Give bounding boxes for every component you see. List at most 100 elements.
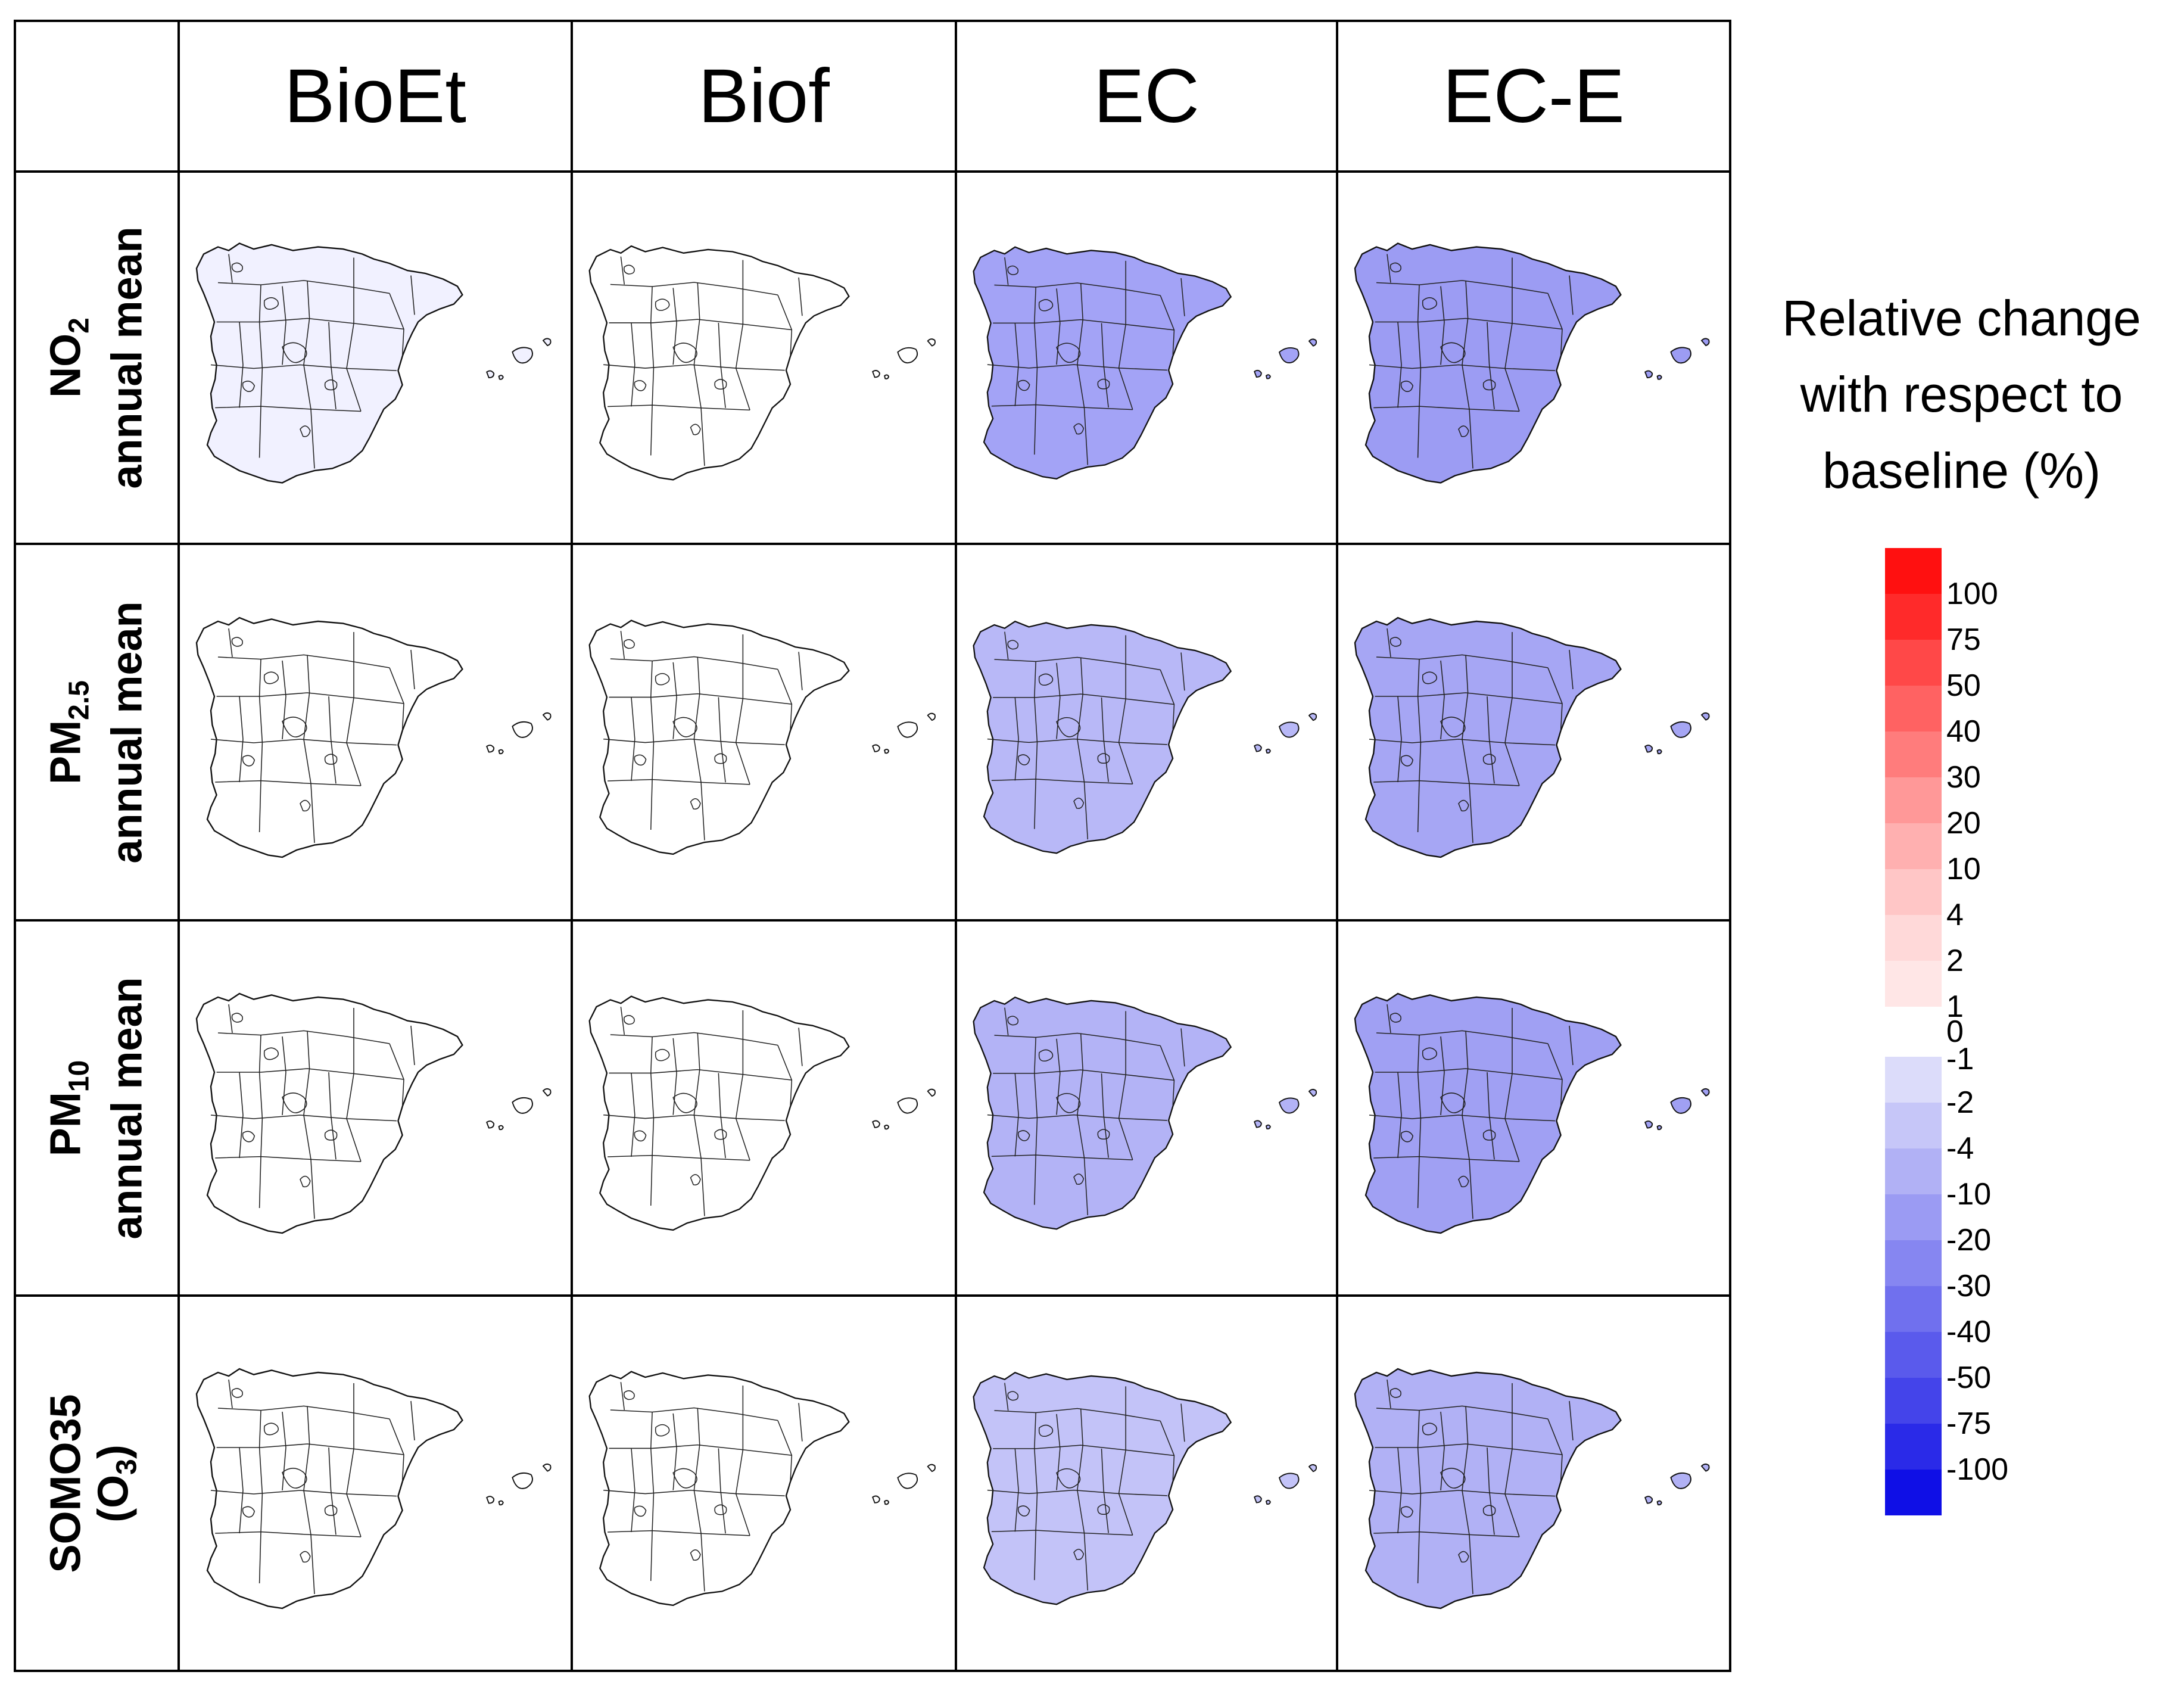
island-outline	[1670, 1472, 1691, 1489]
island-outline	[1308, 712, 1317, 721]
province-border	[258, 659, 263, 833]
province-border	[231, 262, 243, 273]
island-outline	[512, 721, 533, 738]
island-outline	[872, 1495, 880, 1503]
province-border	[1034, 1412, 1038, 1580]
province-border	[994, 1032, 1161, 1047]
province-border	[994, 656, 1161, 671]
province-border	[603, 738, 785, 745]
province-border	[324, 1129, 338, 1141]
island-outline	[872, 1120, 880, 1128]
province-border	[228, 1379, 233, 1409]
legend-tick-negative-6: -40	[1946, 1315, 1992, 1349]
province-border	[228, 254, 233, 283]
province-border	[303, 1406, 315, 1595]
legend-tick-positive-7: 4	[1946, 898, 1964, 932]
map-somo35-bioet	[189, 1319, 561, 1647]
province-border	[1440, 717, 1466, 737]
province-border	[735, 1386, 750, 1536]
province-border	[1097, 1504, 1110, 1515]
province-border	[1375, 692, 1563, 704]
province-border	[987, 1114, 1167, 1121]
province-border	[610, 1032, 778, 1046]
island-outline	[1278, 1097, 1300, 1114]
province-border	[210, 1115, 397, 1122]
province-border	[1017, 754, 1030, 765]
province-border	[1038, 299, 1054, 312]
province-border	[1417, 1035, 1422, 1209]
province-border	[1400, 1506, 1414, 1518]
island-outline	[542, 338, 552, 347]
province-border	[263, 1047, 279, 1060]
legend-tick-negative-2: -4	[1946, 1131, 1974, 1166]
column-header-bioet: BioEt	[284, 54, 466, 139]
province-border	[1038, 1049, 1054, 1062]
mainland-outline	[195, 1368, 463, 1610]
province-border	[672, 343, 697, 363]
province-border	[1007, 640, 1019, 650]
province-border	[258, 1410, 263, 1584]
province-border	[1376, 1030, 1549, 1044]
province-border	[215, 780, 362, 786]
province-border	[217, 280, 390, 294]
legend-swatch-positive-2	[1885, 640, 1942, 686]
province-border	[263, 297, 279, 310]
province-border	[777, 669, 793, 731]
province-border	[1118, 1386, 1133, 1536]
legend-swatch-positive-9	[1885, 961, 1942, 1007]
province-border	[991, 404, 1133, 410]
legend-swatch-negative-2	[1885, 1148, 1942, 1194]
province-border	[1014, 1448, 1019, 1532]
legend-swatch-negative-0	[1885, 1057, 1942, 1103]
color-legend: 100 75 50 40 30 20 10 4 2 1 0 -1 -2 -4 -10 -20 -30 -40 -50…	[1876, 548, 2150, 1525]
province-border	[1397, 1447, 1402, 1534]
province-border	[1004, 631, 1009, 660]
province-border	[607, 779, 750, 785]
map-no2-ec-e	[1348, 195, 1719, 520]
province-border	[215, 406, 362, 412]
mainland-outline	[588, 620, 850, 855]
province-border	[634, 380, 647, 391]
province-border	[690, 798, 701, 810]
province-border	[987, 738, 1167, 745]
province-border	[634, 1505, 647, 1517]
island-outline	[1656, 749, 1662, 755]
island-outline	[927, 712, 936, 721]
province-border	[1077, 1033, 1089, 1216]
island-outline	[897, 347, 918, 364]
province-border	[714, 379, 727, 390]
province-border	[1056, 717, 1081, 737]
legend-swatch-negative-8	[1885, 1424, 1942, 1470]
province-border	[987, 364, 1167, 371]
province-border	[610, 656, 778, 670]
province-border	[1376, 1405, 1549, 1419]
map-no2-ec	[967, 195, 1326, 520]
province-border	[735, 1010, 750, 1161]
province-border	[1180, 1403, 1185, 1442]
island-outline	[1670, 347, 1691, 364]
province-border	[1056, 1468, 1081, 1489]
province-border	[690, 424, 701, 435]
province-border	[987, 1489, 1167, 1496]
province-border	[1073, 1549, 1085, 1560]
province-border	[650, 1036, 655, 1206]
mainland-outline	[588, 1371, 850, 1607]
province-border	[1160, 1421, 1175, 1482]
legend-swatch-positive-0	[1885, 548, 1942, 594]
province-border	[1160, 295, 1175, 357]
island-outline	[872, 744, 880, 752]
island-outline	[1670, 1097, 1691, 1114]
province-border	[228, 1004, 233, 1033]
legend-title-line-3: baseline (%)	[1822, 443, 2101, 499]
province-border	[1397, 696, 1402, 783]
province-border	[328, 696, 337, 784]
province-border	[231, 637, 243, 647]
province-border	[798, 1028, 803, 1066]
province-border	[655, 1048, 670, 1061]
legend-tick-negative-3: -10	[1946, 1177, 1992, 1212]
province-border	[389, 667, 404, 731]
province-border	[1014, 697, 1019, 781]
province-border	[1160, 1045, 1175, 1107]
province-border	[1569, 1400, 1574, 1441]
province-border	[693, 656, 705, 841]
